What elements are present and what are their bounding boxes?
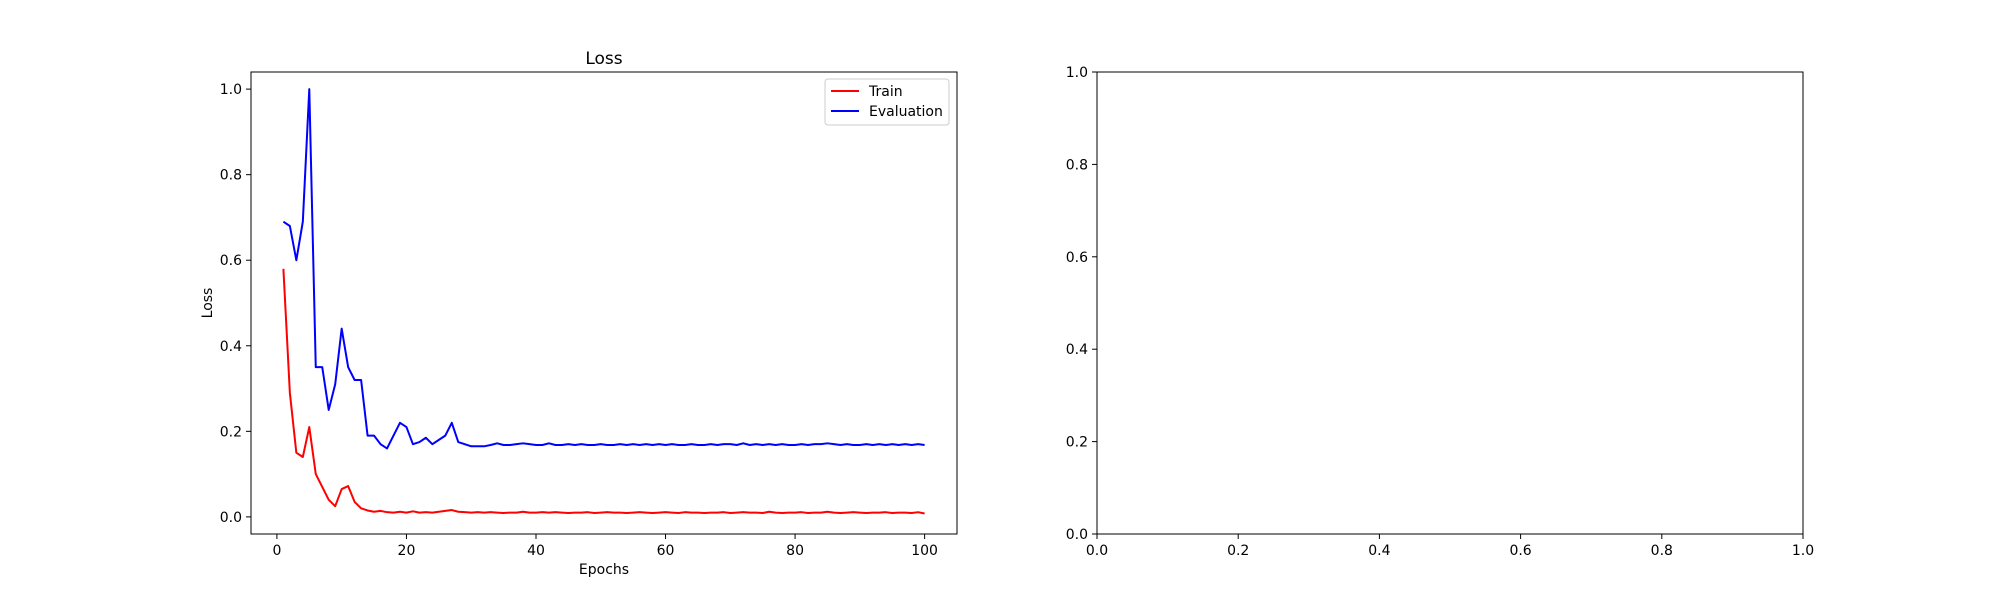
series-line-evaluation [282,88,925,450]
x-axis-label: Epochs [579,562,629,578]
series-line-train [282,268,925,515]
x-axis-ticks: 0 20 40 60 80 100 [272,534,938,559]
x-tick-label: 1.0 [1792,543,1814,559]
y-axis-ticks: 0.0 0.2 0.4 0.6 0.8 1.0 [1066,65,1097,543]
axes-frame [1096,71,1804,535]
y-axis-label: Loss [200,288,216,319]
legend-label-evaluation: Evaluation [869,104,943,120]
x-tick-label: 60 [657,543,675,559]
y-tick-label: 0.6 [220,253,242,269]
y-tick-label: 1.0 [220,82,242,98]
empty-chart: 0.0 0.2 0.4 0.6 0.8 1.0 0.0 0.2 0.4 0.6 0.8 1.0 [1066,65,1814,559]
plot-area [282,88,925,515]
x-tick-label: 0.4 [1368,543,1390,559]
x-tick-label: 0 [272,543,281,559]
y-tick-label: 0.6 [1066,250,1088,266]
loss-chart: Loss 0 20 40 60 80 100 0.0 0.2 0.4 0.6 0.8 1.0 Epo… [200,49,958,578]
y-tick-label: 0.0 [1066,527,1088,543]
legend: Train Evaluation [824,78,950,126]
y-tick-label: 0.2 [220,424,242,440]
y-tick-label: 0.4 [1066,342,1088,358]
x-tick-label: 80 [786,543,804,559]
chart-title: Loss [585,49,622,69]
y-tick-label: 0.0 [220,510,242,526]
x-tick-label: 100 [911,543,938,559]
y-tick-label: 0.4 [220,339,242,355]
x-tick-label: 0.8 [1651,543,1673,559]
x-tick-label: 0.2 [1227,543,1249,559]
x-tick-label: 40 [527,543,545,559]
legend-label-train: Train [868,84,903,100]
x-axis-ticks: 0.0 0.2 0.4 0.6 0.8 1.0 [1086,534,1814,559]
x-tick-label: 20 [398,543,416,559]
y-tick-label: 0.8 [1066,157,1088,173]
y-tick-label: 0.8 [220,168,242,184]
y-tick-label: 1.0 [1066,65,1088,81]
x-tick-label: 0.6 [1509,543,1531,559]
x-tick-label: 0.0 [1086,543,1108,559]
axes-frame [250,71,958,535]
y-axis-ticks: 0.0 0.2 0.4 0.6 0.8 1.0 [220,82,251,526]
y-tick-label: 0.2 [1066,435,1088,451]
